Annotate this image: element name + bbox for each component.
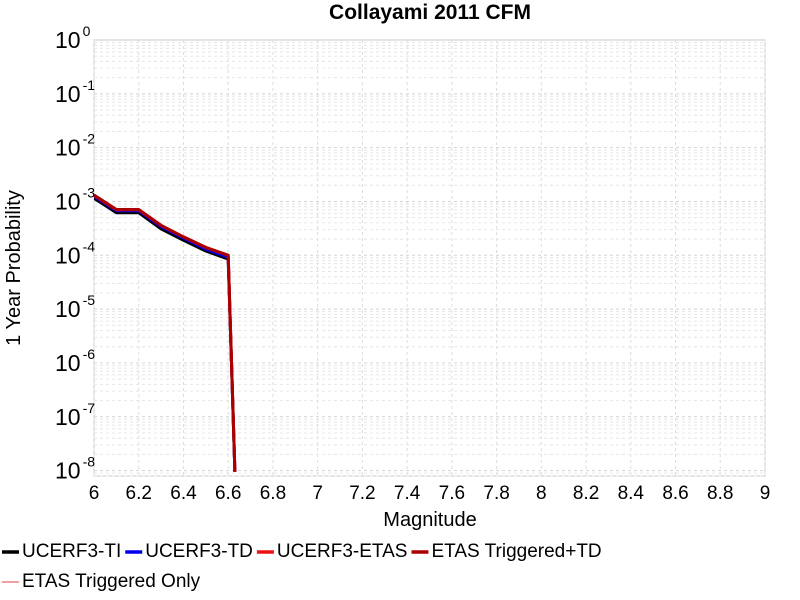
x-tick-label: 6.2 (126, 483, 152, 504)
legend: UCERF3-TI UCERF3-TD UCERF3-ETAS ETAS Trigge… (2, 541, 602, 592)
y-tick-label: 10 -4 (55, 238, 95, 268)
legend-label: ETAS Triggered+TD (431, 541, 601, 562)
grid (93, 40, 766, 477)
y-axis-label: 1 Year Probability (3, 190, 25, 346)
chart-title: Collayami 2011 CFM (329, 1, 531, 24)
legend-label: UCERF3-TI (22, 541, 121, 562)
x-tick-label: 7.4 (394, 483, 421, 504)
series-line-0 (94, 196, 237, 472)
x-tick-label: 6.4 (170, 483, 197, 504)
x-axis-label: Magnitude (383, 509, 476, 531)
x-tick-label: 7 (312, 483, 323, 504)
x-tick-label: 8 (536, 483, 547, 504)
series-lines (94, 193, 237, 472)
y-tick-label: 10 -5 (55, 292, 95, 322)
y-tick-label: 10 -2 (55, 131, 95, 161)
y-tick-label: 10 -6 (55, 346, 95, 376)
y-tick-label: 10 -3 (55, 184, 95, 214)
y-tick-label: 10 0 (55, 23, 91, 53)
legend-item: ETAS Triggered Only (2, 571, 201, 592)
legend-label: UCERF3-ETAS (277, 541, 408, 562)
x-tick-label: 6 (89, 483, 100, 504)
legend-label: ETAS Triggered Only (22, 571, 201, 592)
y-tick-label: 10 -1 (55, 77, 95, 107)
x-tick-label: 9 (760, 483, 771, 504)
legend-item: UCERF3-TI (2, 541, 121, 562)
x-tick-label: 7.6 (439, 483, 465, 504)
x-tick-label: 7.2 (349, 483, 375, 504)
legend-item: ETAS Triggered+TD (411, 541, 602, 562)
legend-item: UCERF3-ETAS (256, 541, 408, 562)
x-tick-label: 6.8 (260, 483, 286, 504)
x-tick-label: 8.2 (573, 483, 599, 504)
x-tick-label: 8.8 (707, 483, 733, 504)
x-tick-label: 8.4 (618, 483, 645, 504)
x-tick-label: 6.6 (215, 483, 241, 504)
legend-label: UCERF3-TD (145, 541, 253, 562)
x-tick-label: 8.6 (662, 483, 688, 504)
legend-item: UCERF3-TD (125, 541, 253, 562)
y-tick-label: 10 -8 (55, 454, 95, 484)
series-line-3 (94, 193, 237, 472)
x-tick-labels: 6 6.2 6.4 6.6 6.8 7 7.2 7.4 7.6 7.8 8 8.2 8.4 8.6 8.8 9 (89, 483, 771, 504)
y-tick-label: 10 -7 (55, 400, 95, 430)
x-tick-label: 7.8 (483, 483, 509, 504)
